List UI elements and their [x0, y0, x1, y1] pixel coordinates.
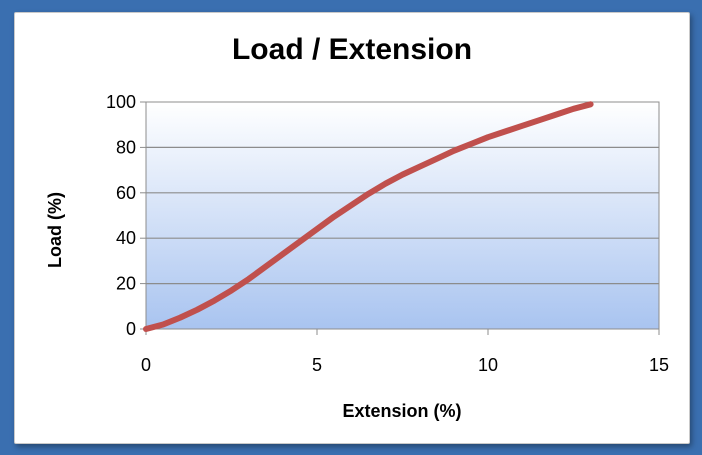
y-tick-label: 100 — [106, 92, 136, 112]
chart-frame: 0 20 40 60 80 100 0 5 10 15 Load / Extension Ext… — [14, 12, 690, 444]
y-tick-label: 20 — [116, 274, 136, 294]
chart: 0 20 40 60 80 100 0 5 10 15 Load / Extension Ext… — [45, 33, 669, 421]
y-tick-label: 0 — [126, 319, 136, 339]
x-tick-label: 15 — [649, 355, 669, 375]
y-tick-label: 80 — [116, 137, 136, 157]
x-axis-label: Extension (%) — [342, 401, 461, 421]
x-axis-ticks: 0 5 10 15 — [141, 329, 669, 375]
x-tick-label: 0 — [141, 355, 151, 375]
y-axis-ticks: 0 20 40 60 80 100 — [106, 92, 146, 339]
series-line — [143, 101, 594, 332]
gridlines — [146, 146, 659, 285]
y-axis-label: Load (%) — [45, 192, 65, 268]
y-tick-label: 40 — [116, 228, 136, 248]
x-tick-label: 5 — [312, 355, 322, 375]
chart-title: Load / Extension — [232, 33, 472, 66]
y-tick-label: 60 — [116, 183, 136, 203]
x-tick-label: 10 — [478, 355, 498, 375]
